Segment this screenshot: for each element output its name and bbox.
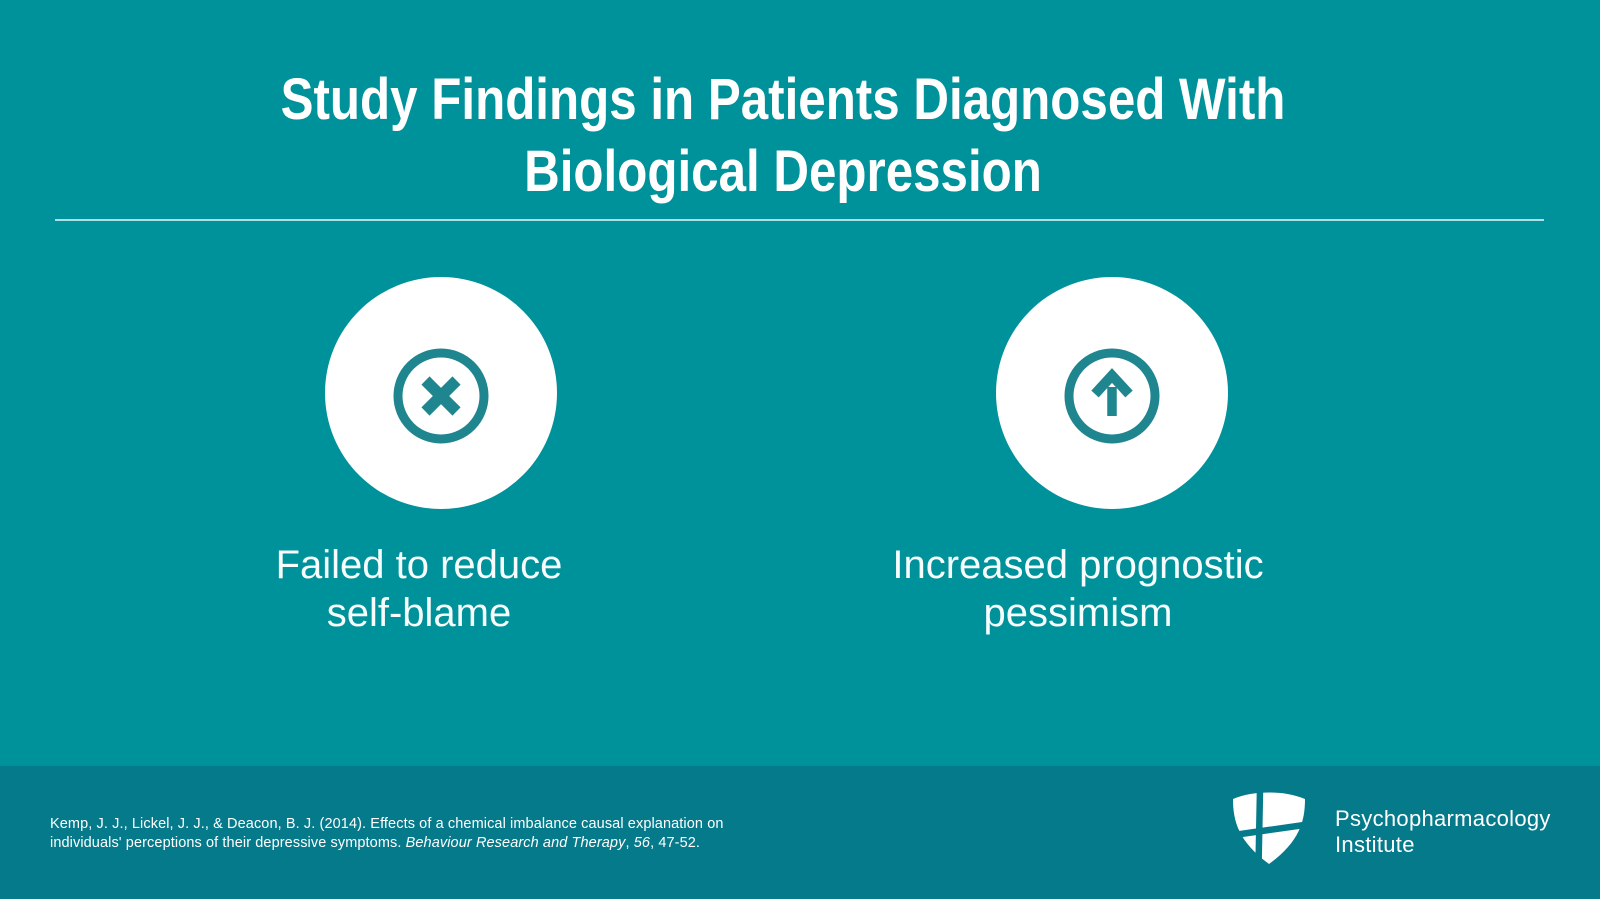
page-title: Study Findings in Patients Diagnosed Wit… xyxy=(0,64,1566,208)
logo-name-line-2: Institute xyxy=(1335,832,1415,857)
journal-volume: 56 xyxy=(633,834,651,851)
x-circle-icon xyxy=(393,348,489,444)
finding-label-line: Increased prognostic xyxy=(892,543,1264,587)
citation: Kemp, J. J., Lickel, J. J., & Deacon, B.… xyxy=(50,815,724,852)
finding-label-line: Failed to reduce xyxy=(275,543,563,587)
logo-text: Psychopharmacology Institute xyxy=(1335,806,1551,866)
finding-label-self-blame: Failed to reduce self-blame xyxy=(159,541,679,637)
citation-line-2: individuals' perceptions of their depres… xyxy=(50,834,701,851)
title-line-1: Study Findings in Patients Diagnosed Wit… xyxy=(280,67,1286,132)
journal-title: Behaviour Research and Therapy xyxy=(405,834,626,851)
logo: Psychopharmacology Institute xyxy=(1229,792,1551,866)
citation-line-1: Kemp, J. J., Lickel, J. J., & Deacon, B.… xyxy=(50,816,724,832)
title-line-2: Biological Depression xyxy=(524,139,1042,204)
finding-label-line: pessimism xyxy=(983,591,1173,635)
finding-circle-pessimism xyxy=(996,277,1228,509)
footer: Kemp, J. J., Lickel, J. J., & Deacon, B.… xyxy=(0,766,1600,899)
finding-label-pessimism: Increased prognostic pessimism xyxy=(818,541,1338,637)
shield-cross-icon xyxy=(1229,792,1309,866)
finding-circle-self-blame xyxy=(325,277,557,509)
logo-name-line-1: Psychopharmacology xyxy=(1335,806,1551,831)
arrow-up-circle-icon xyxy=(1064,348,1160,444)
title-divider xyxy=(55,219,1544,221)
finding-label-line: self-blame xyxy=(326,591,512,635)
